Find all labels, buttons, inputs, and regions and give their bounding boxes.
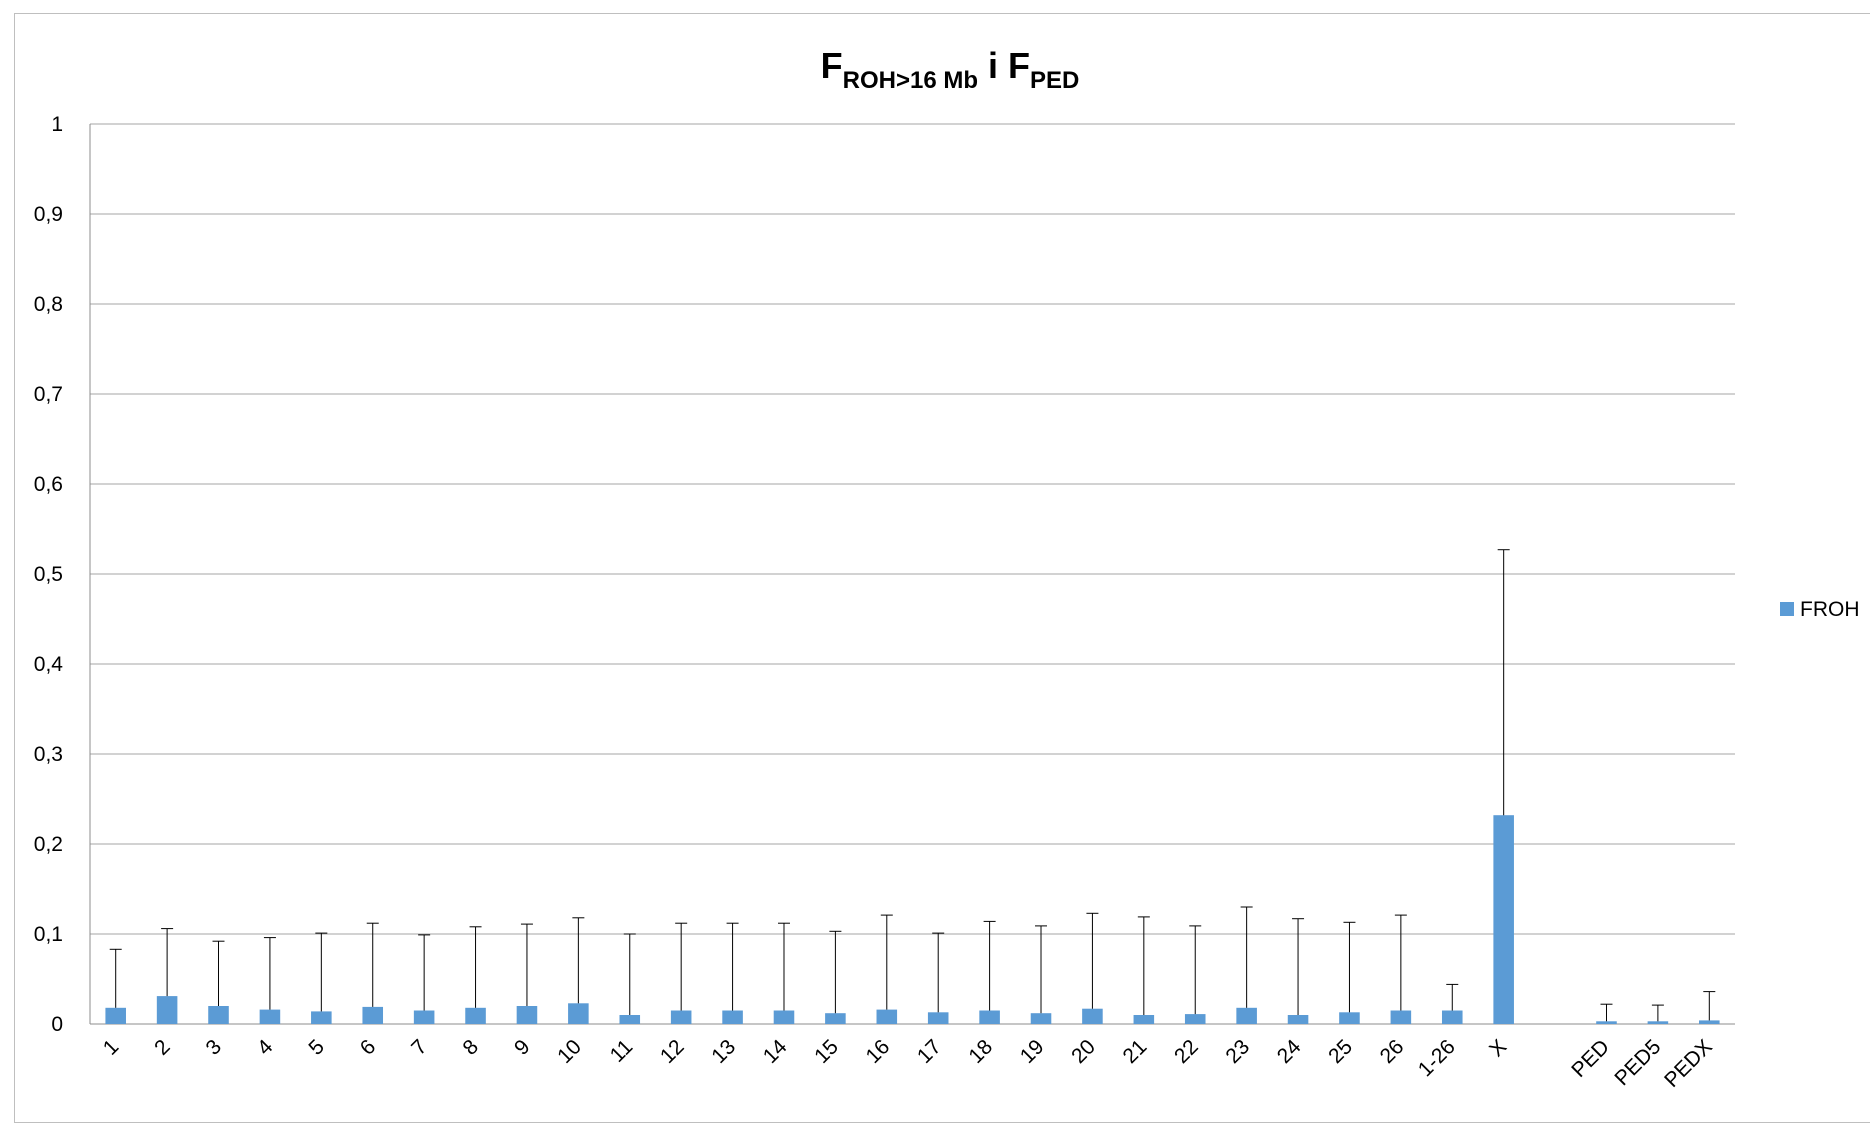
x-tick-label-26: 26 — [1376, 1035, 1409, 1068]
y-tick-label-6: 0,6 — [34, 473, 63, 496]
x-tick-label-PED: PED — [1567, 1035, 1614, 1082]
y-axis-tick-labels: 0 0,1 0,2 0,3 0,4 0,5 0,6 0,7 0,8 0,9 1 — [34, 113, 64, 1036]
x-axis-tick-labels: 1 2 3 4 5 6 7 8 9 10 11 12 13 14 15 16 17 18 19 20 21 22 23 24 2… — [99, 1035, 1717, 1092]
bar-10 — [568, 1003, 589, 1024]
bar-5 — [311, 1011, 332, 1024]
title-second-subscript: PED — [1030, 67, 1079, 94]
bars — [105, 815, 1720, 1024]
bar-PED5 — [1647, 1021, 1669, 1024]
bar-25 — [1339, 1012, 1360, 1024]
bar-23 — [1236, 1007, 1257, 1024]
bar-2 — [156, 996, 178, 1024]
bar-17 — [927, 1012, 949, 1024]
bar-13 — [722, 1010, 743, 1024]
gridlines — [89, 123, 1735, 1025]
x-tick-label-5: 5 — [304, 1035, 329, 1060]
x-tick-label-24: 24 — [1273, 1035, 1306, 1068]
x-tick-label-23: 23 — [1221, 1035, 1254, 1068]
error-bars — [109, 549, 1716, 1022]
x-tick-label-4: 4 — [253, 1035, 278, 1060]
legend-label-froh: FROH — [1800, 598, 1860, 621]
y-tick-label-3: 0,3 — [34, 743, 63, 766]
y-tick-label-5: 0,5 — [34, 563, 63, 586]
y-tick-label-10: 1 — [51, 113, 63, 136]
x-tick-label-25: 25 — [1324, 1035, 1357, 1068]
x-tick-label-19: 19 — [1016, 1035, 1049, 1068]
bar-9 — [516, 1006, 538, 1024]
bar-16 — [876, 1009, 898, 1024]
y-tick-label-2: 0,2 — [34, 833, 63, 856]
x-tick-label-3: 3 — [202, 1035, 227, 1060]
x-tick-label-21: 21 — [1119, 1035, 1152, 1068]
legend: FROH — [1780, 598, 1860, 621]
bar-PEDX — [1699, 1020, 1720, 1024]
bar-8 — [465, 1007, 486, 1024]
bar-7 — [413, 1010, 435, 1024]
bar-PED — [1596, 1021, 1617, 1024]
bar-12 — [670, 1010, 692, 1024]
bar-24 — [1287, 1015, 1309, 1024]
bar-1 — [105, 1007, 126, 1024]
x-tick-label-18: 18 — [964, 1035, 997, 1068]
bar-6 — [362, 1006, 384, 1024]
y-tick-label-9: 0,9 — [34, 203, 63, 226]
x-tick-label-7: 7 — [407, 1035, 432, 1060]
title-main-letter: F — [821, 45, 843, 86]
y-tick-label-7: 0,7 — [34, 383, 63, 406]
x-tick-label-6: 6 — [356, 1035, 381, 1060]
x-tick-label-1: 1 — [99, 1035, 124, 1060]
x-tick-label-1-26: 1-26 — [1414, 1035, 1460, 1081]
bar-X — [1493, 815, 1514, 1024]
bar-18 — [979, 1010, 1000, 1024]
x-tick-label-11: 11 — [606, 1035, 638, 1067]
bar-4 — [259, 1009, 281, 1024]
x-tick-label-9: 9 — [510, 1035, 535, 1060]
x-tick-label-22: 22 — [1170, 1035, 1203, 1068]
x-tick-label-14: 14 — [759, 1035, 792, 1068]
bar-14 — [773, 1010, 795, 1024]
bar-11 — [619, 1015, 641, 1024]
x-tick-label-8: 8 — [459, 1035, 484, 1060]
x-tick-label-13: 13 — [707, 1035, 740, 1068]
bar-22 — [1184, 1014, 1206, 1024]
x-tick-label-X: X — [1485, 1035, 1511, 1061]
legend-swatch-froh — [1780, 602, 1794, 616]
bar-3 — [208, 1006, 229, 1024]
x-tick-label-PED5: PED5 — [1610, 1035, 1665, 1090]
y-tick-label-8: 0,8 — [34, 293, 63, 316]
bar-19 — [1030, 1013, 1052, 1024]
x-tick-label-12: 12 — [656, 1035, 689, 1068]
title-connector: i — [978, 45, 1008, 86]
x-tick-label-PEDX: PEDX — [1660, 1035, 1717, 1092]
x-tick-label-15: 15 — [810, 1035, 843, 1068]
bar-15 — [825, 1013, 846, 1024]
y-tick-label-0: 0 — [51, 1013, 63, 1036]
y-tick-label-4: 0,4 — [34, 653, 64, 676]
bar-21 — [1133, 1015, 1155, 1024]
x-tick-label-10: 10 — [553, 1035, 586, 1068]
x-tick-label-20: 20 — [1067, 1035, 1100, 1068]
bar-1-26 — [1441, 1010, 1463, 1024]
x-tick-label-16: 16 — [862, 1035, 895, 1068]
x-tick-label-17: 17 — [913, 1035, 946, 1068]
title-main-subscript: ROH>16 Mb — [843, 67, 978, 94]
bar-26 — [1390, 1010, 1412, 1024]
chart-title: FROH>16 Mb i FPED — [821, 45, 1080, 94]
title-second-letter: F — [1008, 45, 1030, 86]
y-tick-label-1: 0,1 — [34, 923, 63, 946]
bar-20 — [1082, 1008, 1103, 1024]
x-tick-label-2: 2 — [150, 1035, 175, 1060]
